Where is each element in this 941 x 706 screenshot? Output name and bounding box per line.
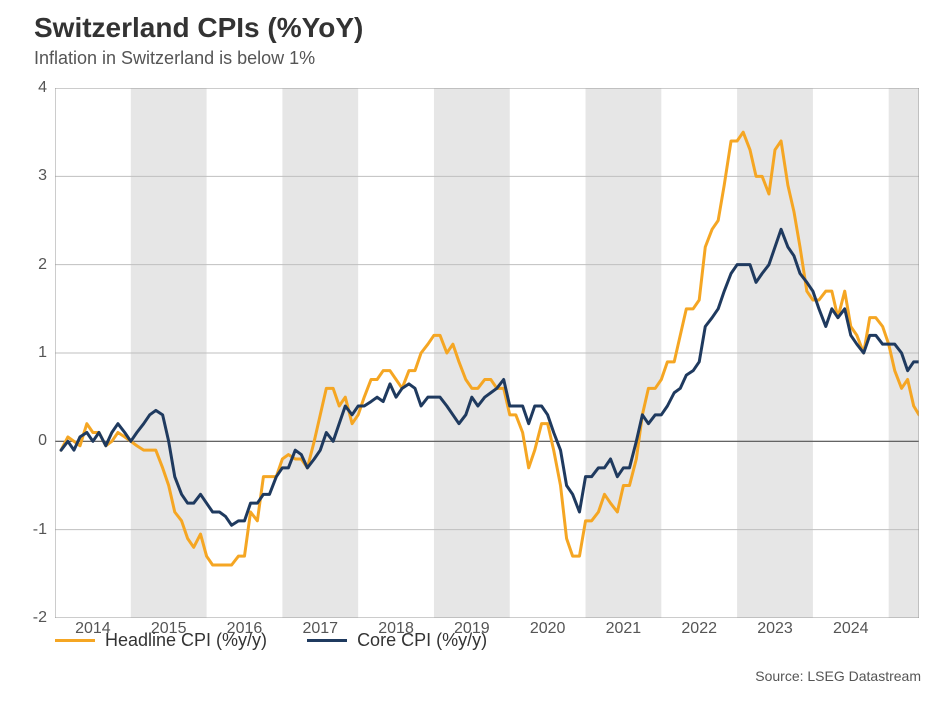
legend-item-headline: Headline CPI (%y/y)	[55, 630, 267, 651]
x-tick-label: 2020	[530, 620, 566, 638]
chart-plot	[55, 88, 919, 618]
chart-legend: Headline CPI (%y/y) Core CPI (%y/y)	[55, 630, 487, 651]
x-tick-label: 2023	[757, 620, 793, 638]
y-tick-label: -2	[33, 609, 47, 627]
chart-title: Switzerland CPIs (%YoY)	[34, 12, 363, 44]
y-tick-label: 0	[38, 432, 47, 450]
legend-label-headline: Headline CPI (%y/y)	[105, 630, 267, 651]
y-tick-label: 3	[38, 167, 47, 185]
x-tick-label: 2022	[681, 620, 717, 638]
legend-label-core: Core CPI (%y/y)	[357, 630, 487, 651]
y-tick-label: 4	[38, 79, 47, 97]
chart-source: Source: LSEG Datastream	[755, 668, 921, 684]
y-tick-label: 1	[38, 344, 47, 362]
y-tick-label: -1	[33, 521, 47, 539]
x-tick-label: 2024	[833, 620, 869, 638]
chart-container: Switzerland CPIs (%YoY) Inflation in Swi…	[0, 0, 941, 706]
chart-subtitle: Inflation in Switzerland is below 1%	[34, 48, 315, 69]
y-tick-label: 2	[38, 256, 47, 274]
x-tick-label: 2021	[606, 620, 642, 638]
legend-swatch-headline	[55, 639, 95, 642]
legend-swatch-core	[307, 639, 347, 642]
legend-item-core: Core CPI (%y/y)	[307, 630, 487, 651]
